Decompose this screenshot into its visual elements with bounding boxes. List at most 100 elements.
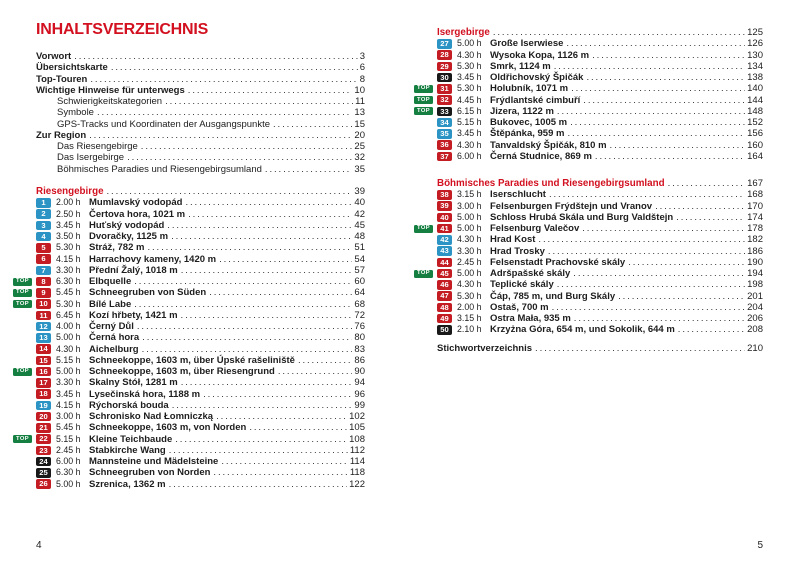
page-ref: 42 xyxy=(354,208,365,220)
tour-duration: 5.15 h xyxy=(457,117,482,128)
front-matter-label: Zur Region xyxy=(36,129,87,141)
tour-number-badge: 1 xyxy=(36,198,51,208)
tour-title: Felsenburgen Frýdštejn und Vranov xyxy=(490,200,653,212)
tour-entry-row: 48 2.00 h Ostaš, 700 m 204 xyxy=(437,302,763,313)
page-ref: 186 xyxy=(747,245,763,257)
page-ref: 160 xyxy=(747,139,763,151)
tour-entry-row: TOP 45 5.00 h Adršpašské skály 194 xyxy=(414,268,763,280)
tour-duration: 2.00 h xyxy=(56,197,81,208)
tour-number-badge: 33 xyxy=(437,106,452,117)
tour-number-badge: 45 xyxy=(437,268,452,279)
tour-entry-row: 43 3.30 h Hrad Trosky 186 xyxy=(437,246,763,257)
tour-number-badge: 28 xyxy=(437,50,452,60)
page-ref: 20 xyxy=(354,129,365,141)
tour-title: Hrad Kost xyxy=(490,234,536,246)
front-matter-label: Das Riesengebirge xyxy=(57,141,138,153)
tour-entry-row: TOP 8 6.30 h Elbquelle 60 xyxy=(13,276,365,288)
tour-number-badge: 15 xyxy=(36,355,51,366)
tour-title: Adršpašské skály xyxy=(490,268,571,280)
tour-duration: 5.00 h xyxy=(457,223,482,234)
tour-duration: 3.15 h xyxy=(457,313,482,324)
top-tour-badge: TOP xyxy=(13,300,32,309)
dot-leader xyxy=(213,467,347,478)
tour-duration: 2.45 h xyxy=(56,444,81,455)
tour-entry-row: 12 4.00 h Černý Důl 76 xyxy=(36,321,365,332)
tour-title: Krzyżna Góra, 654 m, und Sokolik, 644 m xyxy=(490,324,675,336)
tour-entry-row: 20 3.00 h Schronisko Nad Łomniczką 102 xyxy=(36,411,365,422)
dot-leader xyxy=(298,355,352,366)
tour-title: Felsenstadt Prachovské skály xyxy=(490,256,626,268)
tour-entry-row: TOP 16 5.00 h Schneekoppe, 1603 m, über Rie… xyxy=(13,366,365,377)
tour-entry-row: TOP 10 5.30 h Bílé Labe 68 xyxy=(13,299,365,310)
tour-title: Teplické skály xyxy=(490,279,554,291)
tour-number-badge: 39 xyxy=(437,201,452,211)
tour-entry-row: 37 6.00 h Černá Studnice, 869 m 164 xyxy=(437,151,763,162)
tour-number-badge: 40 xyxy=(437,212,452,223)
tour-title: Ostaš, 700 m xyxy=(490,301,549,313)
tour-duration: 5.45 h xyxy=(56,287,81,298)
dot-leader xyxy=(548,246,745,257)
tour-entry-row: 30 3.45 h Oldřichovský Špičák 138 xyxy=(437,72,763,83)
section-isergebirge: Isergebirge 125 27 5.00 h Große Iserwiese 126… xyxy=(414,27,763,162)
dot-leader xyxy=(167,220,352,231)
dot-leader xyxy=(181,377,353,388)
page-ref: 45 xyxy=(354,219,365,231)
page-ref: 32 xyxy=(354,152,365,164)
tour-entry-row: TOP 22 5.15 h Kleine Teichbaude 108 xyxy=(13,433,365,445)
tour-title: Černá Studnice, 869 m xyxy=(490,150,592,162)
tour-title: Kleine Teichbaude xyxy=(89,433,173,445)
page-ref: 152 xyxy=(747,117,763,129)
page-ref: 114 xyxy=(349,456,365,468)
tour-duration: 3.30 h xyxy=(56,377,81,388)
page-ref: 86 xyxy=(354,354,365,366)
page-ref: 54 xyxy=(354,253,365,265)
tour-duration: 5.30 h xyxy=(457,60,482,71)
tour-entry-row: 35 3.45 h Štěpánka, 959 m 156 xyxy=(437,128,763,139)
tour-title: Schneegruben von Süden xyxy=(89,287,207,299)
top-tour-badge: TOP xyxy=(13,435,32,444)
tour-title: Kozí hřbety, 1421 m xyxy=(89,309,178,321)
page-ref: 105 xyxy=(349,422,365,434)
dot-leader xyxy=(171,231,352,242)
page-ref: 99 xyxy=(354,399,365,411)
tour-title: Elbquelle xyxy=(89,276,132,288)
dot-leader xyxy=(610,140,746,151)
tour-entry-row: 6 4.15 h Harrachovy kameny, 1420 m 54 xyxy=(36,254,365,265)
tour-number-badge: 31 xyxy=(437,84,452,94)
front-matter-row: Das Isergebirge 32 xyxy=(36,152,365,163)
tour-entry-row: 38 3.15 h Iserschlucht 168 xyxy=(437,189,763,200)
page-ref: 15 xyxy=(354,118,365,130)
tour-title: Černá hora xyxy=(89,332,140,344)
dot-leader xyxy=(574,313,745,324)
tour-number-badge: 9 xyxy=(36,288,51,298)
tour-number-badge: 12 xyxy=(36,321,51,332)
tour-entry-row: 50 2.10 h Krzyżna Góra, 654 m, und Sokolik… xyxy=(437,324,763,335)
dot-leader xyxy=(573,268,745,279)
tour-duration: 6.00 h xyxy=(457,150,482,161)
tour-title: Frýdlantské cimbuří xyxy=(490,94,581,106)
tour-duration: 5.00 h xyxy=(457,211,482,222)
tour-number-badge: 5 xyxy=(36,243,51,253)
tour-number-badge: 24 xyxy=(36,456,51,467)
page-ref: 83 xyxy=(354,343,365,355)
tour-number-badge: 19 xyxy=(36,400,51,411)
dot-leader xyxy=(142,332,352,343)
tour-title: Felsenburg Valečov xyxy=(490,223,580,235)
page-ref: 72 xyxy=(354,309,365,321)
tour-title: Schronisko Nad Łomniczką xyxy=(89,411,214,423)
front-matter-row: Das Riesengebirge 25 xyxy=(36,141,365,152)
tour-entry-row: 2 2.50 h Čertova hora, 1021 m 42 xyxy=(36,209,365,220)
tour-entry-row: 42 4.30 h Hrad Kost 182 xyxy=(437,234,763,245)
tour-entry-row: 21 5.45 h Schneekoppe, 1603 m, von Norden 1… xyxy=(36,422,365,433)
front-matter-label: Böhmisches Paradies und Riesengebirgsuml… xyxy=(57,163,262,175)
tour-title: Bukovec, 1005 m xyxy=(490,117,568,129)
dot-leader xyxy=(111,62,358,73)
page-ref: 168 xyxy=(747,189,763,201)
page-ref: 60 xyxy=(354,276,365,288)
tour-duration: 3.45 h xyxy=(56,388,81,399)
top-tour-badge: TOP xyxy=(13,367,32,376)
tour-entry-row: 27 5.00 h Große Iserwiese 126 xyxy=(437,38,763,49)
page-ref: 40 xyxy=(354,197,365,209)
tour-entry-row: 24 6.00 h Mannsteine und Mädelsteine 114 xyxy=(36,456,365,467)
dot-leader xyxy=(221,456,348,467)
